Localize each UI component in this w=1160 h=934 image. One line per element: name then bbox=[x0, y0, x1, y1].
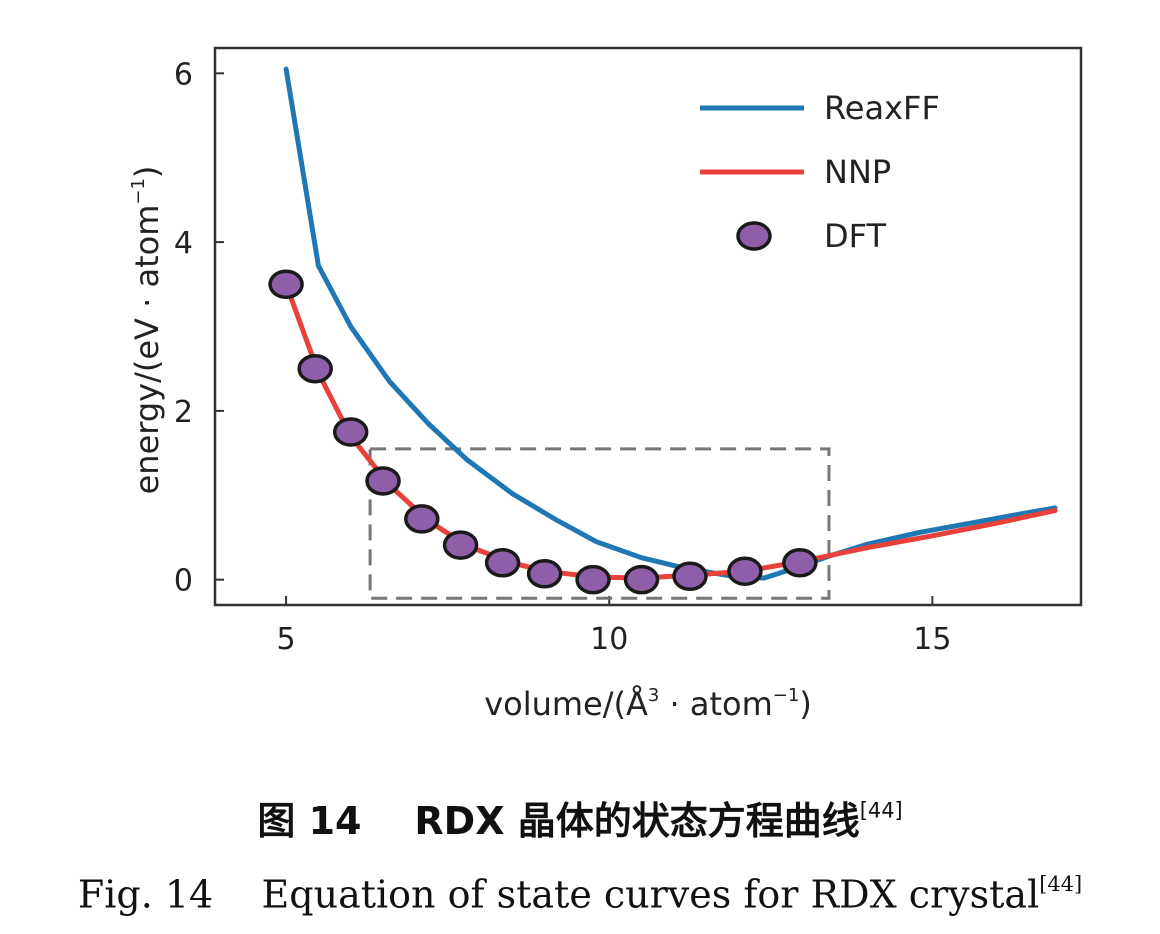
figure-caption-cn: 图 14 RDX 晶体的状态方程曲线[44] bbox=[0, 790, 1160, 845]
legend-label-dft: DFT bbox=[824, 217, 886, 255]
data-point-dft bbox=[404, 504, 440, 534]
data-point-dft bbox=[484, 548, 521, 578]
y-tick-label: 4 bbox=[174, 226, 193, 261]
y-tick-label: 2 bbox=[174, 395, 193, 430]
data-point-dft bbox=[365, 466, 401, 496]
x-axis-label-end: ) bbox=[799, 685, 811, 723]
x-tick-label: 10 bbox=[590, 622, 628, 657]
data-point-dft bbox=[526, 559, 563, 589]
caption-en-label: Fig. 14 bbox=[77, 872, 214, 917]
x-tick-label: 5 bbox=[277, 622, 296, 657]
y-axis-label-end: ) bbox=[128, 166, 166, 178]
series-line-reaxff bbox=[283, 66, 1058, 581]
data-point-dft bbox=[782, 548, 818, 578]
y-axis-label: energy/(eV · atom−1) bbox=[128, 166, 166, 495]
data-point-dft bbox=[672, 561, 708, 592]
caption-en-text: Equation of state curves for RDX crystal bbox=[261, 872, 1040, 917]
y-tick-label: 6 bbox=[174, 57, 193, 92]
y-axis-label-main: energy/(eV · atom bbox=[128, 205, 166, 495]
data-point-dft bbox=[442, 530, 479, 560]
y-axis-label-sup: −1 bbox=[128, 178, 149, 205]
x-axis-label-sup2: −1 bbox=[773, 685, 800, 706]
highlight-dashed-box bbox=[368, 447, 831, 600]
data-point-dft bbox=[297, 353, 333, 384]
data-point-dft bbox=[727, 556, 763, 586]
caption-cn-label: 图 14 bbox=[257, 799, 362, 843]
data-point-dft bbox=[575, 564, 611, 595]
caption-cn-ref: [44] bbox=[859, 798, 903, 823]
x-tick-label: 15 bbox=[913, 622, 951, 657]
annotation-layer bbox=[368, 447, 831, 600]
chart: 5 10 15 0 2 4 6 ReaxFF NNP DFT volume/(Å3 · atom… bbox=[128, 46, 1083, 723]
legend-label-nnp: NNP bbox=[824, 153, 891, 191]
caption-cn-text: RDX 晶体的状态方程曲线 bbox=[414, 799, 860, 843]
axes-ticks: 5 10 15 0 2 4 6 bbox=[174, 57, 952, 657]
x-axis-label-main: volume/(Å bbox=[484, 685, 648, 723]
x-axis-label: volume/(Å3 · atom−1) bbox=[484, 685, 812, 723]
legend: ReaxFF NNP DFT bbox=[700, 89, 940, 255]
series-layer bbox=[268, 66, 1058, 595]
data-point-dft bbox=[623, 564, 660, 595]
x-axis-label-tail: · atom bbox=[659, 685, 772, 723]
legend-swatch-dft bbox=[736, 221, 772, 251]
data-point-dft bbox=[268, 269, 304, 300]
y-tick-label: 0 bbox=[174, 564, 193, 599]
legend-label-reaxff: ReaxFF bbox=[824, 89, 940, 127]
data-point-dft bbox=[332, 417, 369, 447]
plot-area-frame bbox=[213, 46, 1083, 607]
series-line-nnp bbox=[283, 281, 1058, 581]
caption-en-ref: [44] bbox=[1039, 872, 1083, 896]
x-axis-label-sup: 3 bbox=[648, 685, 659, 706]
figure-caption-en: Fig. 14 Equation of state curves for RDX… bbox=[0, 872, 1160, 917]
